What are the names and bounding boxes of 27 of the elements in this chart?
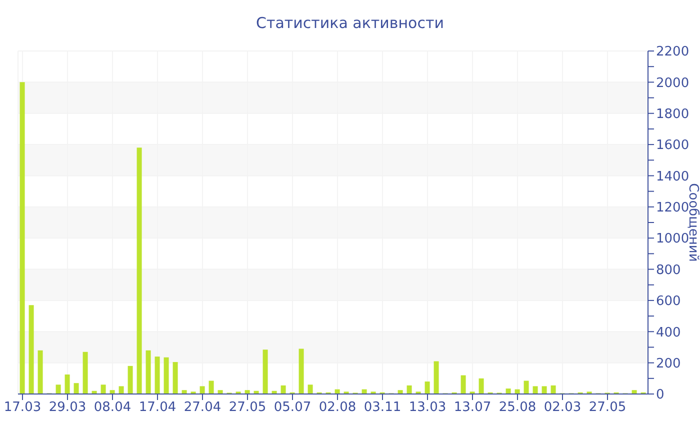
x-tick-label: 02.03: [544, 400, 582, 416]
x-tick-label: 27.04: [184, 400, 222, 416]
x-tick-label: 13.07: [454, 400, 492, 416]
x-tick-label: 17.04: [138, 400, 176, 416]
x-tick-label: 17.03: [4, 400, 42, 416]
y-tick-label: 1800: [656, 106, 690, 122]
y-tick-label: 400: [656, 325, 681, 340]
x-tick-label: 27.05: [588, 400, 626, 416]
x-tick-label: 03.11: [364, 400, 402, 416]
x-tick-label: 13.03: [408, 400, 446, 416]
y-tick-label: 600: [656, 294, 681, 310]
y-tick-label: 1200: [656, 200, 690, 216]
x-tick-label: 27.05: [228, 400, 266, 416]
y-tick-label: 200: [656, 356, 681, 372]
x-tick-label: 29.03: [48, 400, 86, 416]
x-tick-label: 08.04: [94, 400, 132, 416]
x-tick-label: 05.07: [274, 400, 312, 416]
y-tick-label: 1000: [656, 232, 690, 247]
y-tick-label: 1400: [656, 169, 690, 184]
x-tick-label: 25.08: [498, 400, 536, 416]
chart-title: Статистика активности: [255, 14, 445, 32]
y-tick-label: 2200: [656, 44, 690, 60]
y-tick-label: 1600: [656, 138, 690, 154]
x-tick-label: 02.08: [318, 400, 356, 416]
y-tick-label: 2000: [656, 76, 690, 91]
y-tick-label: 0: [656, 388, 664, 403]
y-tick-label: 800: [656, 262, 681, 278]
